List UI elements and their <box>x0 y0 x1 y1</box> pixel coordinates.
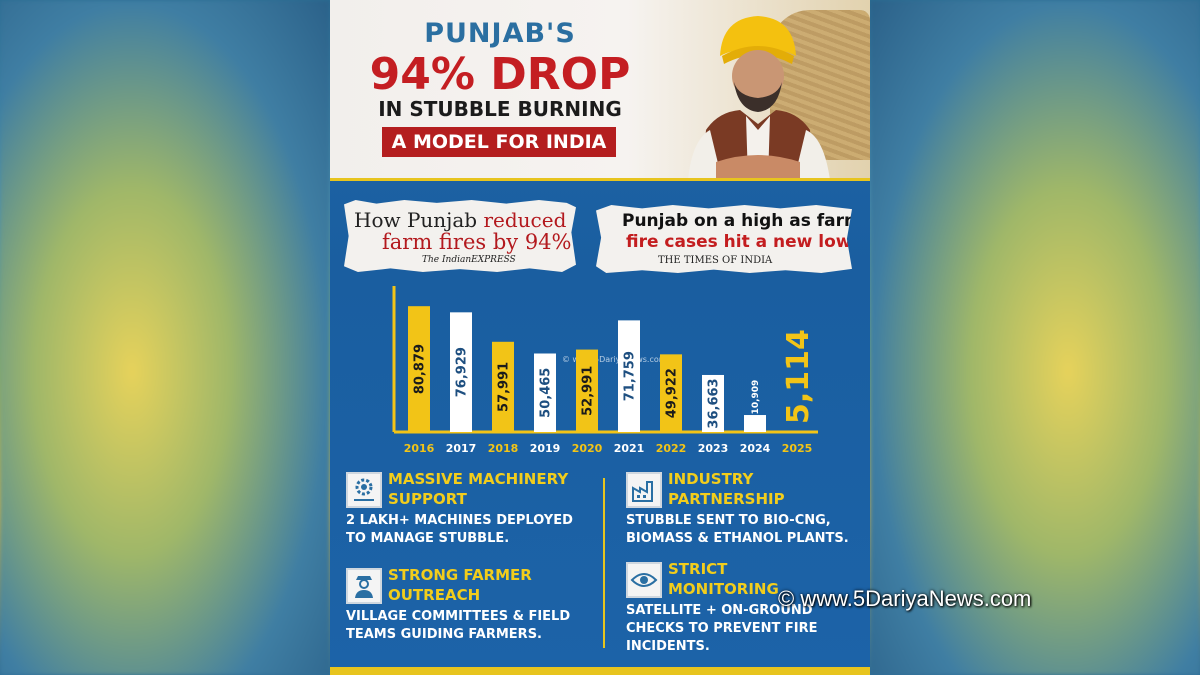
bar-2017 <box>450 312 472 432</box>
data-label-2018: 57,991 <box>497 362 512 412</box>
clipping-1-headline-b: farm fires by 94% <box>382 230 572 254</box>
column-divider <box>603 478 605 648</box>
headline-line-1: PUNJAB'S <box>424 18 576 49</box>
bar-2020 <box>576 349 598 432</box>
x-tick-2019: 2019 <box>530 442 561 455</box>
headline-banner: A MODEL FOR INDIA <box>382 127 616 157</box>
data-label-2022: 49,922 <box>665 368 680 418</box>
feature-4-title-line-1: STRICT <box>668 560 728 578</box>
feature-4-title-line-2: MONITORING <box>668 580 779 598</box>
site-watermark: © www.5DariyaNews.com <box>778 586 1032 611</box>
chart-watermark: © www.5DariyaNews.com <box>562 355 667 364</box>
clipping-1-headline-a: How Punjab <box>354 208 484 232</box>
news-clipping-indian-express: How Punjab reduced farm fires by 94% The… <box>344 200 576 272</box>
poster-header: PUNJAB'S 94% DROP IN STUBBLE BURNING A M… <box>330 0 870 180</box>
data-label-2020: 52,991 <box>581 366 596 416</box>
stubble-fire-chart: © www.5DariyaNews.com 80,879 2016 76,929 201… <box>330 280 870 460</box>
machinery-gear-icon <box>346 472 382 508</box>
clipping-1-headline-a-red: reduced <box>483 208 567 232</box>
footer-bar <box>330 667 870 675</box>
feature-3-title-line-2: PARTNERSHIP <box>668 490 785 508</box>
blurred-background-left <box>0 0 330 675</box>
x-tick-2017: 2017 <box>446 442 477 455</box>
blurred-background-right <box>870 0 1200 675</box>
x-tick-2023: 2023 <box>698 442 729 455</box>
x-tick-2016: 2016 <box>404 442 435 455</box>
bar-chart-svg: © www.5DariyaNews.com 80,879 2016 76,929 201… <box>392 286 818 455</box>
feature-1-title-line-1: MASSIVE MACHINERY <box>388 470 569 488</box>
feature-4-desc-line-3: INCIDENTS. <box>626 639 710 654</box>
bar-2022 <box>660 354 682 432</box>
bar-2024 <box>744 415 766 432</box>
feature-2-desc-line-2: TEAMS GUIDING FARMERS. <box>346 627 542 642</box>
farmer-icon <box>346 568 382 604</box>
headline-line-2: 94% DROP <box>369 49 631 100</box>
feature-1-desc-line-2: TO MANAGE STUBBLE. <box>346 531 510 546</box>
data-label-2023: 36,663 <box>707 378 722 428</box>
feature-4-desc-line-2: CHECKS TO PREVENT FIRE <box>626 621 818 636</box>
x-tick-2022: 2022 <box>656 442 687 455</box>
data-label-2017: 76,929 <box>455 347 470 397</box>
feature-3-desc-line-2: BIOMASS & ETHANOL PLANTS. <box>626 531 849 546</box>
bar-2018 <box>492 341 514 432</box>
factory-icon <box>626 472 662 508</box>
feature-2-title-line-2: OUTREACH <box>388 586 481 604</box>
news-clipping-times-of-india: Punjab on a high as farm fire cases hit … <box>596 205 852 273</box>
x-tick-2025: 2025 <box>782 442 813 455</box>
bar-2016 <box>408 306 430 432</box>
clipping-2-source: THE TIMES OF INDIA <box>658 255 773 266</box>
portrait-image <box>688 16 830 180</box>
bar-2021 <box>618 320 640 432</box>
clipping-1-source: The IndianEXPRESS <box>422 255 516 265</box>
clipping-2-headline-a: Punjab on a high as farm <box>622 211 862 231</box>
bar-2023 <box>702 374 724 432</box>
data-label-2016: 80,879 <box>413 344 428 394</box>
x-tick-2021: 2021 <box>614 442 645 455</box>
monitoring-eye-icon <box>626 562 662 598</box>
feature-2-desc-line-1: VILLAGE COMMITTEES & FIELD <box>346 609 571 624</box>
data-label-2024: 10,909 <box>751 380 761 415</box>
clipping-2-headline-b: fire cases hit a new low <box>626 232 852 252</box>
feature-2-title-line-1: STRONG FARMER <box>388 566 532 584</box>
data-label-2019: 50,465 <box>539 368 554 418</box>
x-tick-2018: 2018 <box>488 442 519 455</box>
headline-line-3: IN STUBBLE BURNING <box>378 97 622 121</box>
feature-1-title-line-2: SUPPORT <box>388 490 467 508</box>
data-label-2021: 71,759 <box>623 351 638 401</box>
feature-4-desc-line-1: SATELLITE + ON-GROUND <box>626 603 813 618</box>
header-divider <box>330 178 870 181</box>
feature-1-desc-line-1: 2 LAKH+ MACHINES DEPLOYED <box>346 513 573 528</box>
infographic-poster: PUNJAB'S 94% DROP IN STUBBLE BURNING A M… <box>330 0 870 675</box>
bar-2019 <box>534 353 556 432</box>
feature-3-desc-line-1: STUBBLE SENT TO BIO-CNG, <box>626 513 831 528</box>
data-label-2025: 5,114 <box>781 329 816 424</box>
x-tick-2020: 2020 <box>572 442 603 455</box>
x-tick-2024: 2024 <box>740 442 771 455</box>
feature-3-title-line-1: INDUSTRY <box>668 470 754 488</box>
